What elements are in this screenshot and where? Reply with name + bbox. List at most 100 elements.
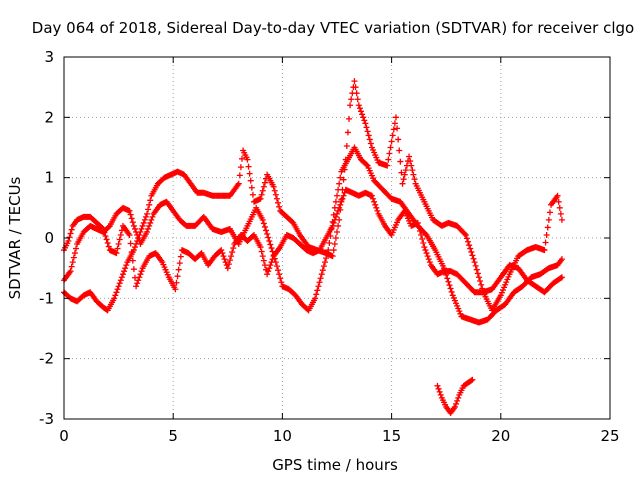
data-point [130,222,137,229]
data-point [541,247,548,254]
data-point [68,263,75,270]
data-point [471,259,478,266]
data-point [463,235,470,242]
data-point [325,247,332,254]
data-point [542,239,549,246]
data-point [453,400,460,407]
data-point [71,250,78,257]
data-point [418,231,425,238]
data-point [69,259,76,266]
data-point [105,243,112,250]
data-point [340,192,347,199]
data-point [395,136,402,143]
data-point [468,377,475,384]
data-point [387,144,394,151]
data-point [133,228,140,235]
data-point [406,153,413,160]
x-tick-label: 25 [600,427,619,445]
data-point [134,231,141,238]
data-point [268,245,275,252]
data-point [543,231,550,238]
data-point [368,192,375,199]
x-tick-label: 15 [382,427,401,445]
data-point [130,266,137,273]
data-point [221,256,228,263]
data-point [138,225,145,232]
data-point [259,253,266,260]
data-point [319,267,326,274]
data-point [475,274,482,281]
data-point [278,279,285,286]
data-point [148,216,155,223]
data-point [129,219,136,226]
data-point [437,391,444,398]
data-point [352,84,359,91]
data-point [546,209,553,216]
data-point [409,167,416,174]
data-point [359,111,366,118]
y-tick-label: 1 [44,169,54,187]
data-point [70,254,77,261]
data-point [177,253,184,260]
data-point [237,164,244,171]
data-point [128,249,135,256]
data-point [467,245,474,252]
data-point [127,211,134,218]
data-point [225,261,232,268]
data-point [360,114,367,121]
data-point [114,286,121,293]
data-point [226,257,233,264]
data-point [446,282,453,289]
data-point [145,225,152,232]
data-point [273,195,280,202]
series-track-1 [61,78,565,314]
data-point [271,187,278,194]
data-point [462,231,469,238]
data-point [138,268,145,275]
data-point [268,259,275,266]
data-point [176,260,183,267]
data-point [116,236,123,243]
data-point [396,147,403,154]
data-point [318,271,325,278]
data-point [545,216,552,223]
data-point [330,247,337,254]
data-point [344,129,351,136]
data-point [67,268,74,275]
data-point [115,283,122,290]
data-point [407,158,414,165]
data-point [73,245,80,252]
data-point [259,216,266,223]
data-point [266,238,273,245]
data-point [388,138,395,145]
data-point [466,242,473,249]
data-point [337,201,344,208]
data-point [444,275,451,282]
data-point [258,191,265,198]
data-point [136,274,143,281]
data-point [320,263,327,270]
data-point [261,223,268,230]
y-tick-label: -1 [39,289,54,307]
data-point [332,235,339,241]
data-point [142,213,149,220]
data-point [113,250,120,257]
data-point [260,183,267,190]
data-point [116,280,123,287]
data-point [554,192,561,199]
data-point [447,285,454,292]
data-point [558,256,565,263]
data-point [121,268,128,275]
data-point [246,170,253,177]
data-point [258,248,265,255]
data-point [137,271,144,278]
data-point [422,230,429,237]
data-point [149,213,156,220]
data-point [334,192,340,199]
data-point [326,240,333,247]
data-point [336,204,343,211]
data-point [363,161,370,168]
data-point [399,180,406,187]
y-tick-label: 3 [44,48,54,66]
